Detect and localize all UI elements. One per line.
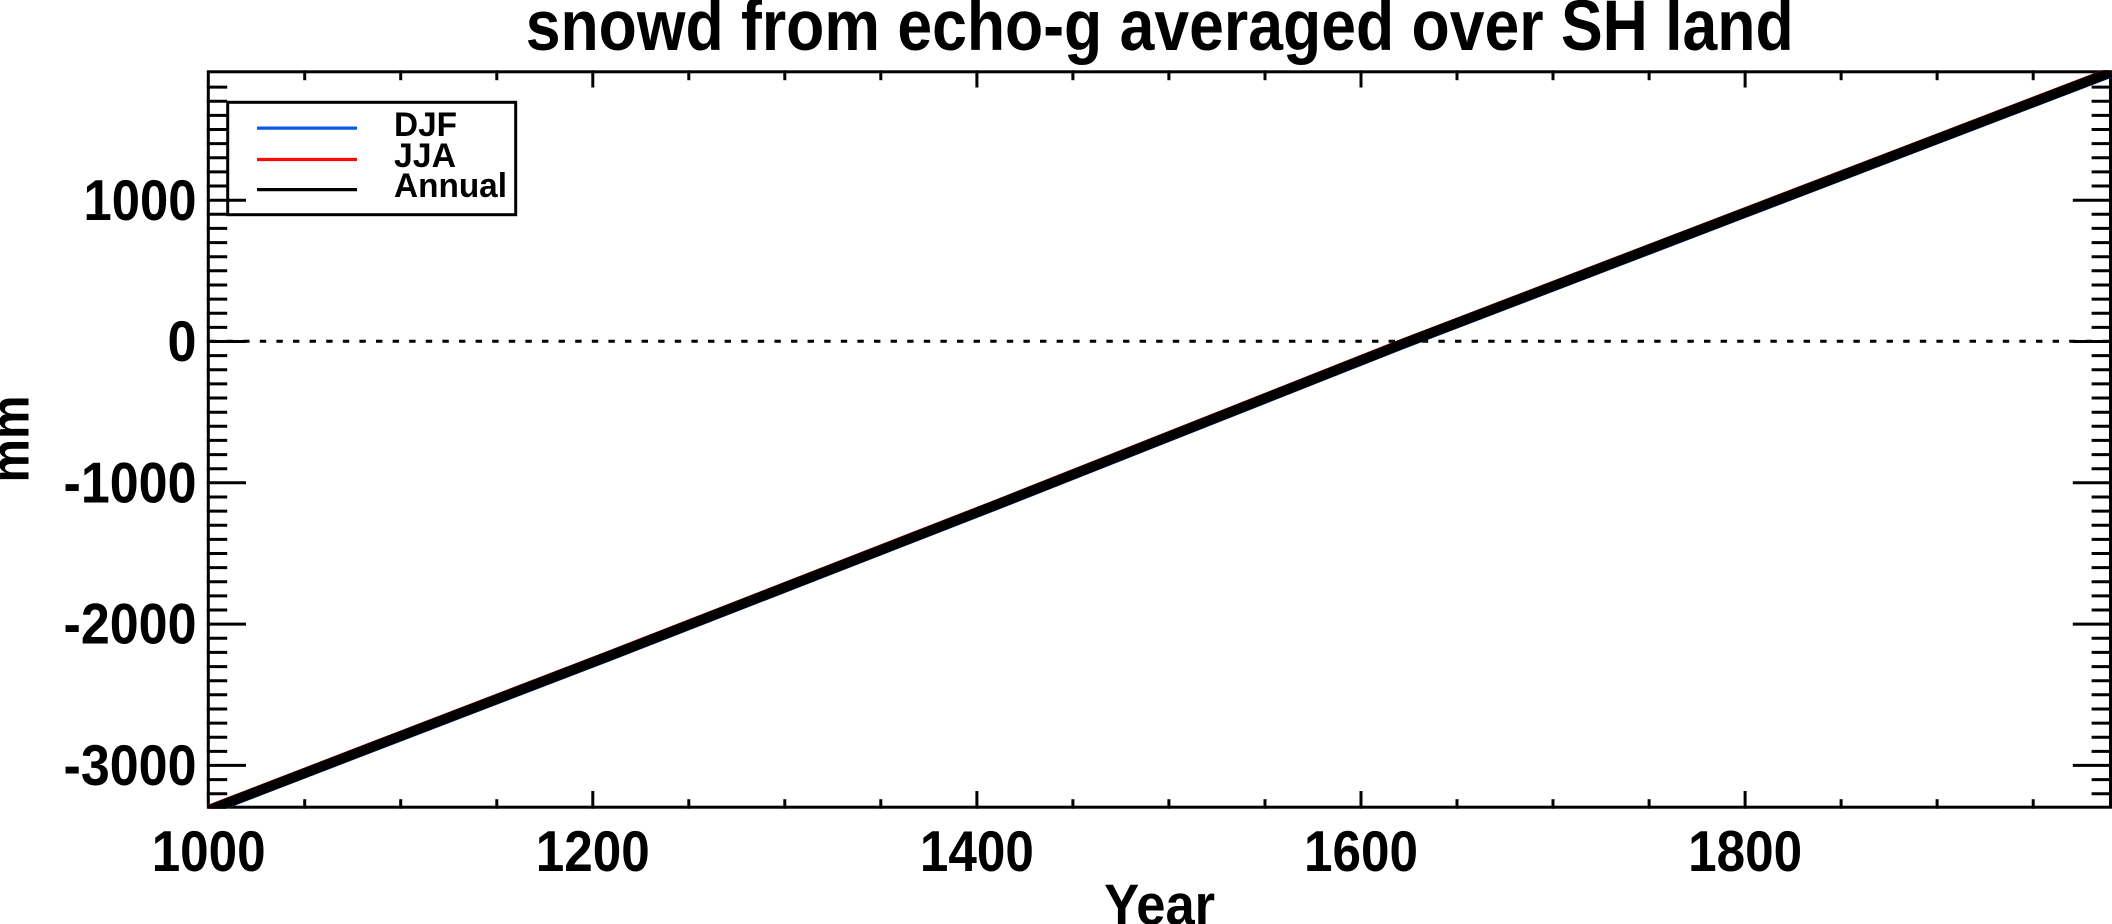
svg-text:1000: 1000 bbox=[152, 820, 266, 884]
svg-text:DJF: DJF bbox=[394, 106, 457, 144]
svg-text:1000: 1000 bbox=[84, 169, 197, 233]
svg-text:Year: Year bbox=[1104, 874, 1215, 924]
svg-text:mm: mm bbox=[0, 396, 41, 483]
svg-text:1400: 1400 bbox=[920, 820, 1034, 884]
svg-text:-3000: -3000 bbox=[64, 734, 197, 798]
svg-text:0: 0 bbox=[168, 310, 197, 374]
svg-text:-2000: -2000 bbox=[64, 593, 197, 657]
svg-text:1600: 1600 bbox=[1304, 820, 1418, 884]
svg-text:1800: 1800 bbox=[1688, 820, 1802, 884]
svg-text:Annual: Annual bbox=[394, 167, 507, 205]
svg-text:JJA: JJA bbox=[394, 137, 456, 175]
svg-text:snowd from echo-g averaged ove: snowd from echo-g averaged over SH land bbox=[526, 0, 1794, 66]
svg-text:1200: 1200 bbox=[536, 820, 650, 884]
svg-text:-1000: -1000 bbox=[64, 451, 197, 515]
